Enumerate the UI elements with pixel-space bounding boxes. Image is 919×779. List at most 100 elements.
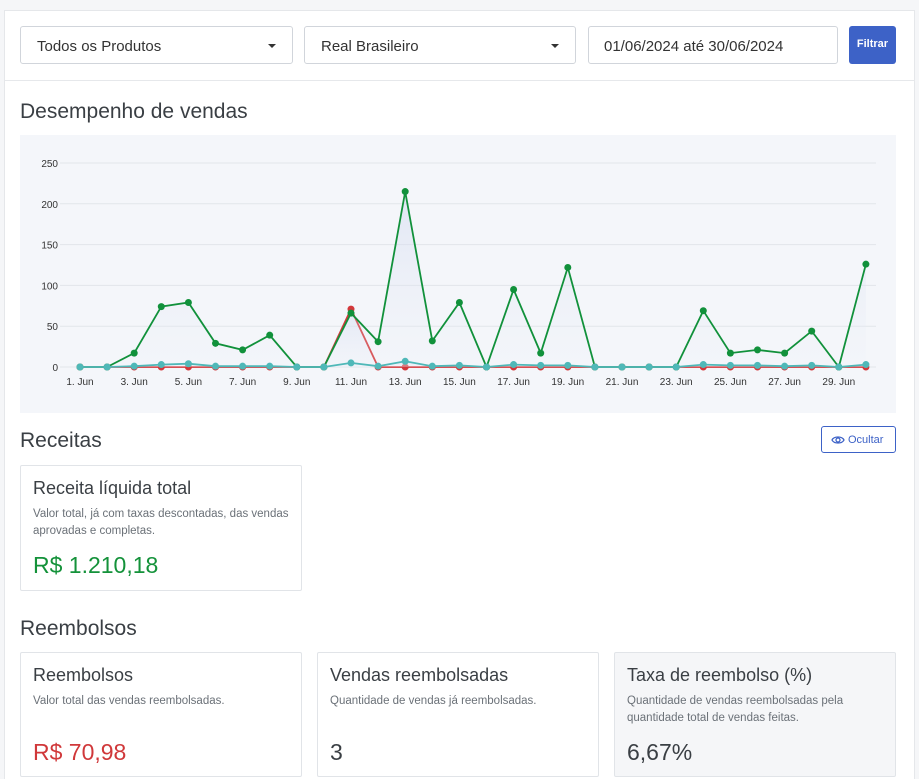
refunded-sales-description: Quantidade de vendas já reembolsadas. <box>330 695 537 707</box>
data-point <box>862 361 870 369</box>
data-point <box>157 361 165 369</box>
data-point <box>808 361 816 369</box>
sales-chart-svg: 0 50 100 150 200 250 1. Jun 3. Jun 5. Jun 7. Jun 9… <box>41 159 876 388</box>
data-point <box>726 349 734 357</box>
data-point <box>564 263 572 271</box>
net-revenue-value: R$ 1.210,18 <box>33 552 159 578</box>
refunded-sales-card: Vendas reembolsadas Quantidade de vendas… <box>317 652 599 777</box>
data-point <box>564 361 572 369</box>
data-point <box>293 363 301 371</box>
data-point <box>699 307 707 315</box>
data-point <box>130 349 138 357</box>
data-point <box>862 260 870 268</box>
net-revenue-title: Receita líquida total <box>33 478 192 498</box>
y-tick-label: 250 <box>41 159 58 170</box>
hide-button-label: Ocultar <box>848 434 884 446</box>
x-tick-label: 23. Jun <box>660 377 693 388</box>
data-point <box>374 362 382 370</box>
data-point <box>401 188 409 196</box>
data-point <box>320 363 328 371</box>
data-point <box>103 363 111 371</box>
data-point <box>184 299 192 307</box>
data-point <box>401 357 409 365</box>
data-point <box>510 285 518 293</box>
refund-rate-card: Taxa de reembolso (%) Quantidade de vend… <box>614 652 896 777</box>
x-tick-label: 3. Jun <box>121 377 148 388</box>
data-point <box>699 361 707 369</box>
net-revenue-card: Receita líquida total Valor total, já co… <box>20 465 302 591</box>
series-line <box>80 191 867 370</box>
hide-revenue-button[interactable]: Ocultar <box>821 426 896 453</box>
x-tick-label: 21. Jun <box>606 377 639 388</box>
product-select-value: Todos os Produtos <box>37 38 162 55</box>
data-point <box>428 337 436 345</box>
x-tick-label: 11. Jun <box>335 377 367 388</box>
date-range-value: 01/06/2024 até 30/06/2024 <box>604 38 784 55</box>
x-tick-label: 25. Jun <box>714 377 747 388</box>
chevron-down-icon <box>268 44 276 48</box>
x-tick-label: 29. Jun <box>822 377 855 388</box>
data-point <box>212 362 219 370</box>
data-point <box>428 362 436 370</box>
y-tick-label: 50 <box>47 322 59 333</box>
refunds-card-value: R$ 70,98 <box>33 739 127 765</box>
x-tick-label: 9. Jun <box>283 377 310 388</box>
data-point <box>239 346 247 354</box>
data-point <box>239 362 247 370</box>
refunds-section-title: Reembolsos <box>20 617 137 640</box>
data-point <box>374 338 382 346</box>
data-point <box>184 360 192 368</box>
data-point <box>212 339 219 347</box>
net-revenue-description: Valor total, já com taxas descontadas, d… <box>33 508 289 537</box>
refund-rate-value: 6,67% <box>627 739 693 765</box>
y-tick-label: 0 <box>52 363 58 374</box>
filter-bar: Todos os Produtos Real Brasileiro 01/06/… <box>5 11 914 81</box>
x-tick-label: 15. Jun <box>443 377 476 388</box>
data-point <box>781 362 789 370</box>
data-point <box>537 349 545 357</box>
data-point <box>266 362 274 370</box>
data-point <box>455 299 463 307</box>
chevron-down-icon <box>551 44 559 48</box>
data-point <box>835 363 843 371</box>
sales-chart: 0 50 100 150 200 250 1. Jun 3. Jun 5. Jun 7. Jun 9… <box>20 135 896 413</box>
data-point <box>726 361 734 369</box>
data-point <box>537 361 545 369</box>
data-point <box>347 359 355 367</box>
x-tick-label: 1. Jun <box>66 377 93 388</box>
data-point <box>266 331 274 339</box>
refunds-card-title: Reembolsos <box>33 665 134 685</box>
data-point <box>672 363 680 371</box>
x-tick-label: 5. Jun <box>175 377 202 388</box>
data-point <box>157 303 165 311</box>
data-point <box>76 363 84 371</box>
date-range-input[interactable]: 01/06/2024 até 30/06/2024 <box>588 26 838 64</box>
dashboard-panel: Todos os Produtos Real Brasileiro 01/06/… <box>4 10 915 779</box>
data-point <box>754 346 761 354</box>
currency-select[interactable]: Real Brasileiro <box>304 26 576 64</box>
revenue-section-title: Receitas <box>20 429 102 452</box>
sales-section-title: Desempenho de vendas <box>20 100 248 123</box>
data-point <box>808 327 816 335</box>
refund-rate-title: Taxa de reembolso (%) <box>627 665 813 685</box>
refund-rate-description: Quantidade de vendas reembolsadas pela q… <box>627 695 844 724</box>
data-point <box>754 361 761 369</box>
data-point <box>130 362 138 370</box>
refunded-sales-title: Vendas reembolsadas <box>330 665 509 685</box>
data-point <box>510 361 518 369</box>
x-tick-label: 19. Jun <box>551 377 584 388</box>
y-tick-label: 150 <box>41 241 58 252</box>
x-tick-label: 27. Jun <box>768 377 801 388</box>
x-tick-label: 17. Jun <box>497 377 530 388</box>
data-point <box>618 363 626 371</box>
data-point <box>645 363 653 371</box>
data-point <box>347 309 355 317</box>
series-area <box>80 191 866 367</box>
data-point <box>455 361 463 369</box>
data-point <box>483 363 490 371</box>
product-select[interactable]: Todos os Produtos <box>20 26 293 64</box>
x-tick-label: 7. Jun <box>229 377 256 388</box>
filter-button[interactable]: Filtrar <box>849 26 896 64</box>
refunded-sales-value: 3 <box>330 739 343 765</box>
data-point <box>591 363 599 371</box>
